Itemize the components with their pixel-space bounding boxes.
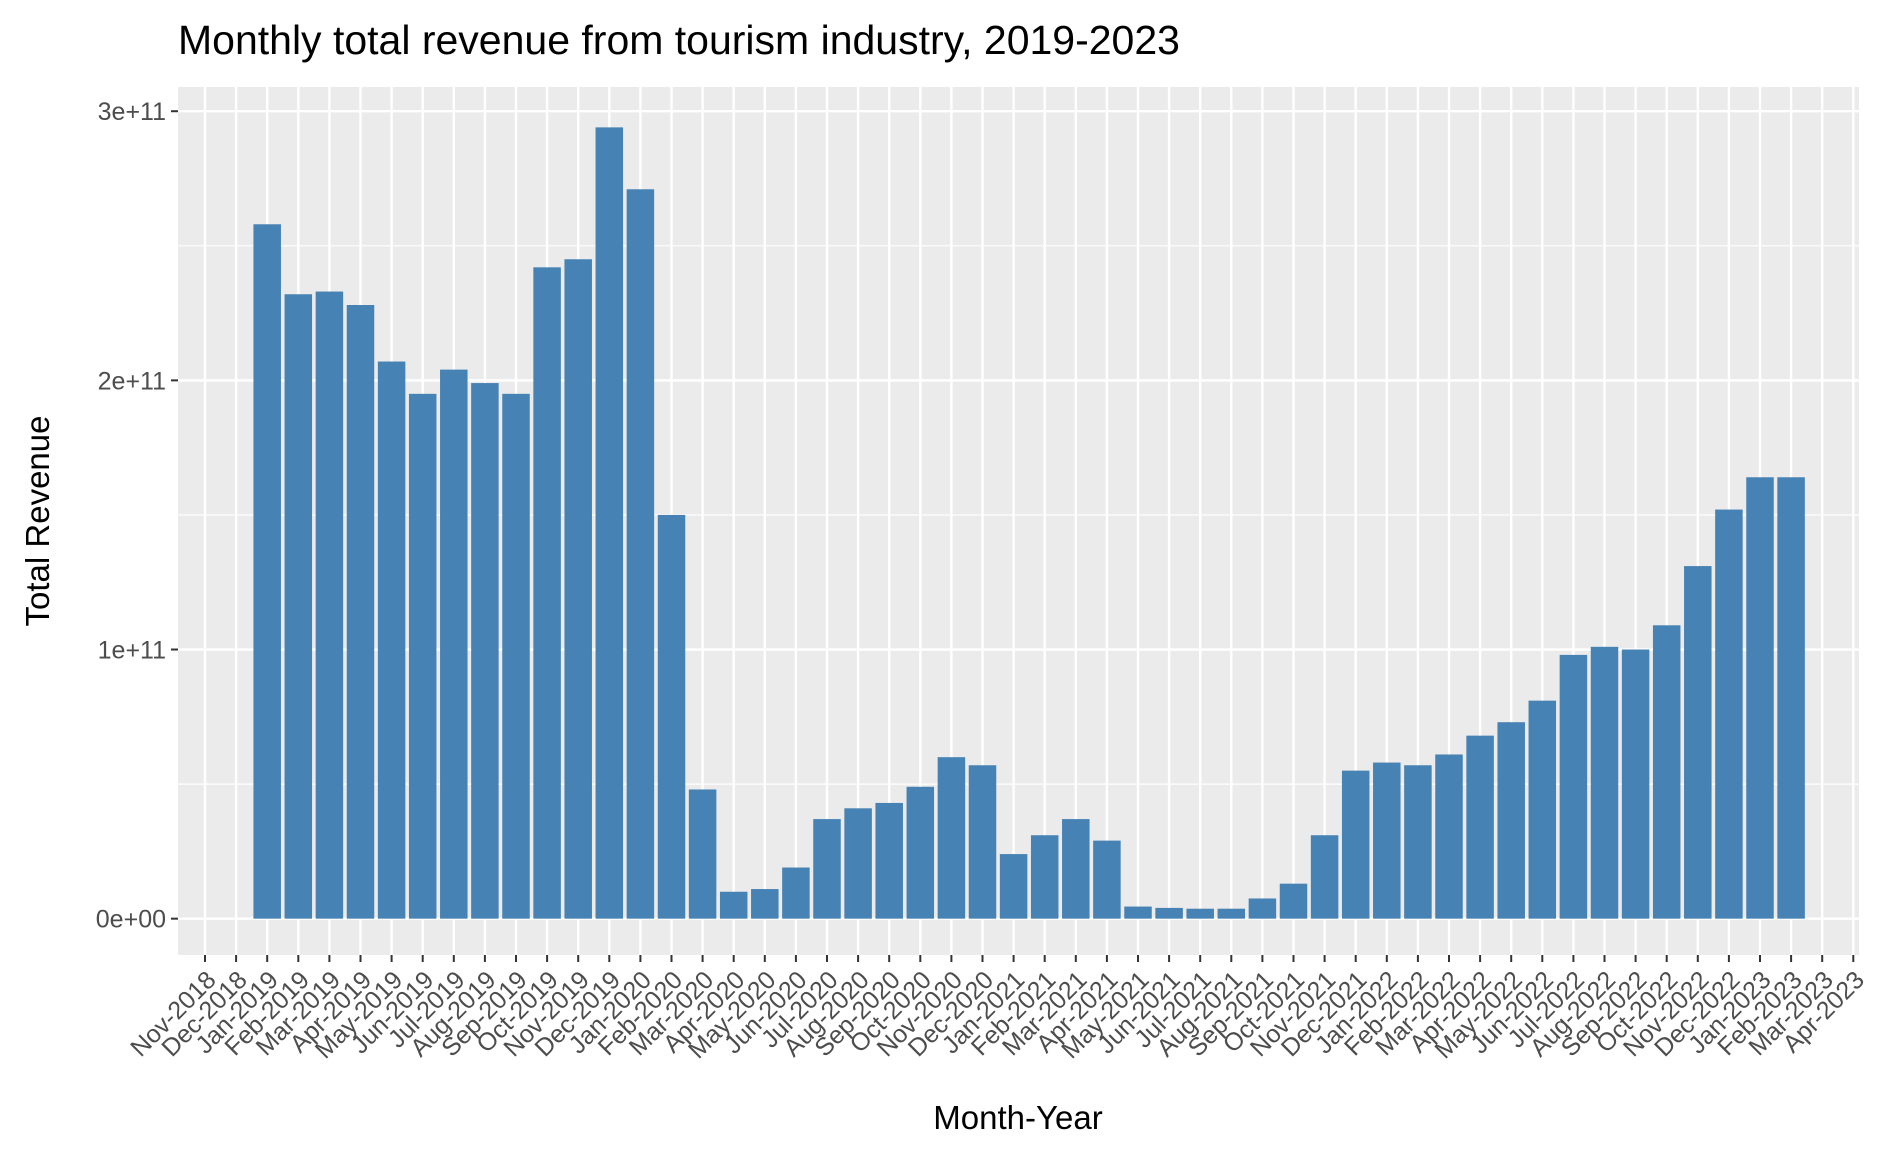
bar	[502, 393, 530, 919]
bar	[751, 889, 779, 919]
bar	[1746, 477, 1774, 919]
bar	[1684, 566, 1712, 919]
bar	[875, 802, 903, 919]
bar	[1310, 835, 1339, 919]
bar	[1777, 477, 1805, 919]
bar	[564, 259, 592, 919]
bar	[1528, 700, 1557, 919]
bar	[1062, 819, 1090, 919]
x-axis-title: Month-Year	[933, 1099, 1102, 1136]
bar	[1497, 722, 1525, 919]
bar	[1093, 840, 1121, 919]
bar	[657, 514, 686, 919]
bar	[1590, 646, 1619, 919]
bar	[1373, 762, 1401, 919]
bar	[1341, 770, 1370, 919]
y-axis: 0e+00 1e+11 2e+11 3e+11	[96, 98, 178, 934]
bar	[595, 127, 624, 919]
bar	[688, 789, 717, 919]
y-tick-label: 0e+00	[96, 906, 166, 934]
bar	[1217, 908, 1246, 919]
bar	[968, 765, 997, 919]
y-tick-label: 3e+11	[98, 98, 166, 126]
bar	[813, 819, 841, 919]
bar	[1621, 649, 1650, 919]
bar	[906, 786, 935, 919]
y-tick-label: 2e+11	[98, 367, 166, 395]
bar	[719, 891, 748, 919]
bar	[844, 808, 872, 919]
bar	[533, 267, 561, 919]
bar	[1715, 509, 1743, 919]
bar	[1652, 625, 1681, 919]
chart-title: Monthly total revenue from tourism indus…	[178, 17, 1180, 63]
bar	[440, 369, 468, 919]
bar	[1466, 735, 1494, 919]
bar	[1030, 835, 1059, 919]
bar	[377, 361, 406, 919]
bars	[253, 127, 1805, 919]
bar	[937, 757, 966, 919]
bar	[1559, 654, 1588, 919]
bar	[1404, 765, 1432, 919]
bar	[471, 383, 499, 919]
bar	[1124, 906, 1152, 919]
bar	[1186, 908, 1214, 919]
bar	[408, 393, 437, 919]
bar	[782, 867, 810, 919]
bar	[999, 854, 1028, 919]
bar	[1279, 883, 1308, 919]
bar	[315, 291, 344, 919]
bar	[1248, 898, 1277, 919]
bar	[1435, 754, 1463, 919]
bar	[346, 305, 375, 919]
bar	[626, 189, 655, 919]
bar	[284, 294, 313, 919]
y-tick-label: 1e+11	[98, 637, 166, 665]
bar	[253, 224, 281, 919]
y-axis-title: Total Revenue	[19, 416, 56, 627]
bar	[1155, 907, 1183, 919]
